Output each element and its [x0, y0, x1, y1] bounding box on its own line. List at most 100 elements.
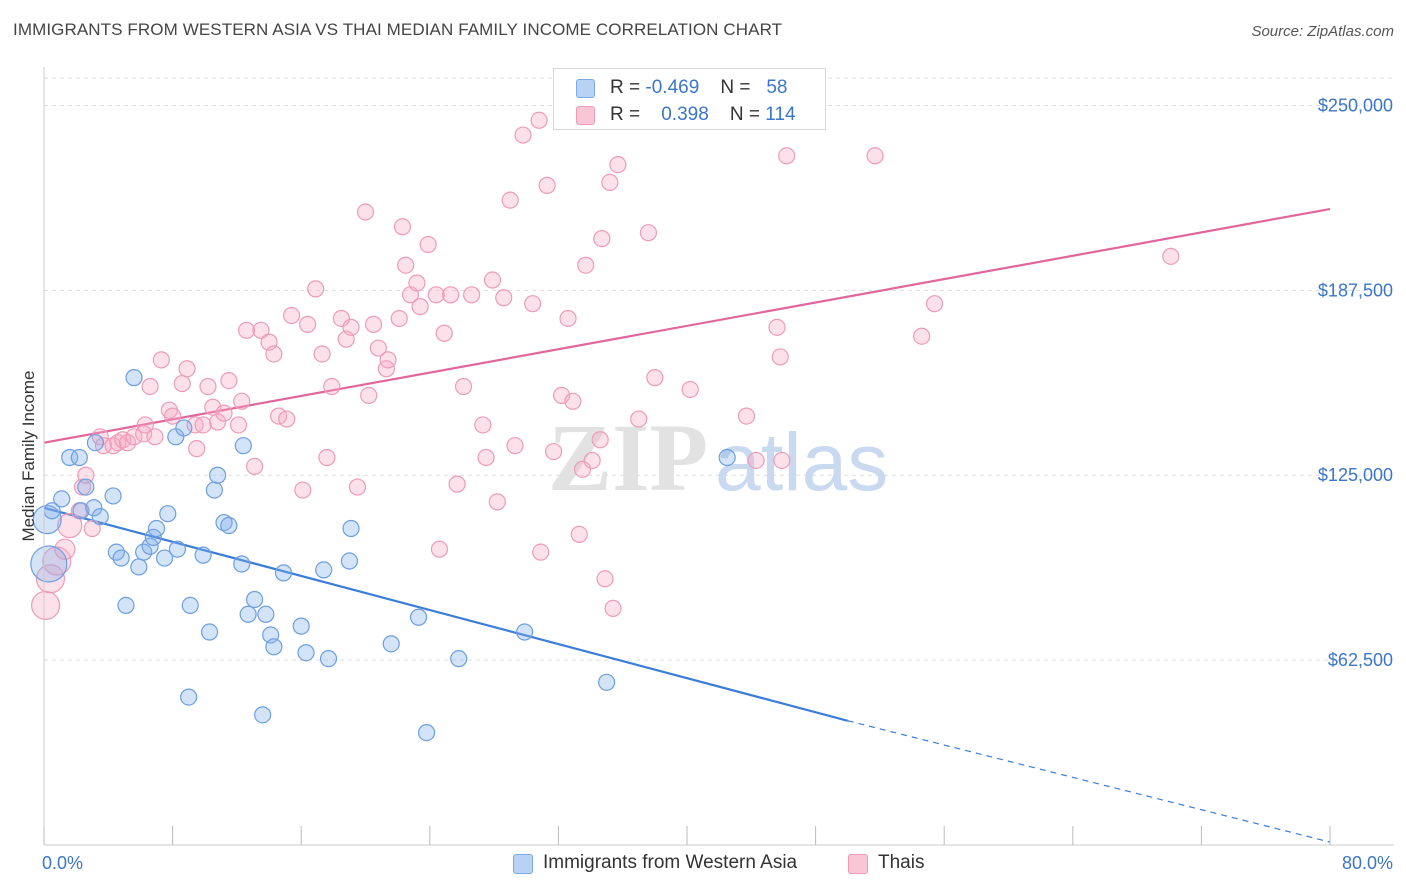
- point-thais: [435, 324, 453, 342]
- point-thais: [596, 570, 614, 588]
- legend-n-value: 58: [766, 77, 788, 98]
- point-thais: [737, 407, 756, 425]
- point-western-asia: [104, 487, 122, 505]
- point-thais: [570, 525, 588, 544]
- point-thais: [215, 404, 233, 422]
- point-western-asia: [159, 505, 177, 523]
- point-thais: [360, 386, 378, 404]
- legend-r-value: 0.398: [661, 104, 709, 125]
- y-axis-label: Median Family Income: [19, 370, 38, 541]
- point-thais: [559, 309, 577, 328]
- point-thais: [925, 295, 944, 313]
- point-thais: [630, 410, 648, 428]
- point-thais: [495, 289, 513, 307]
- point-thais: [83, 519, 101, 538]
- point-thais: [278, 410, 296, 428]
- y-tick-label: $187,500: [1318, 280, 1393, 300]
- point-thais: [462, 286, 481, 304]
- point-thais: [152, 351, 170, 369]
- point-western-asia: [135, 543, 153, 561]
- point-western-asia: [718, 448, 736, 467]
- point-thais: [348, 478, 367, 496]
- trendline-western-asia: [43, 506, 849, 722]
- point-western-asia: [205, 481, 223, 499]
- point-thais: [591, 431, 609, 449]
- point-thais: [233, 392, 251, 410]
- point-thais: [299, 315, 317, 333]
- point-thais: [639, 224, 658, 242]
- point-thais: [109, 434, 127, 452]
- point-thais: [125, 428, 143, 446]
- legend-swatch-pink: [576, 106, 595, 125]
- legend-r-label: R =: [610, 104, 641, 125]
- legend-r-label: R =: [610, 77, 641, 98]
- bottom-legend-swatch-blue: [513, 854, 533, 874]
- point-thais: [294, 481, 312, 499]
- point-thais: [390, 309, 408, 328]
- point-thais: [307, 280, 325, 298]
- point-thais: [771, 348, 789, 366]
- point-thais: [477, 448, 495, 467]
- point-thais: [538, 176, 556, 194]
- point-western-asia: [450, 650, 468, 668]
- point-western-asia: [254, 706, 272, 724]
- chart-title: IMMIGRANTS FROM WESTERN ASIA VS THAI MED…: [13, 20, 783, 39]
- point-western-asia: [382, 635, 400, 653]
- y-tick-label: $125,000: [1318, 465, 1393, 485]
- point-western-asia: [220, 516, 238, 535]
- point-thais: [313, 345, 331, 363]
- source-label: Source: ZipAtlas.com: [1251, 23, 1394, 40]
- point-western-asia: [141, 537, 159, 555]
- point-western-asia: [117, 596, 135, 615]
- legend-n-value: 114: [765, 104, 796, 125]
- point-thais: [364, 315, 383, 333]
- point-thais: [609, 156, 627, 174]
- point-thais: [532, 543, 550, 561]
- point-western-asia: [194, 546, 212, 564]
- point-western-asia: [112, 549, 130, 567]
- point-thais: [768, 318, 786, 336]
- stats-legend: R = -0.469 N = 58 R = 0.398 N = 114: [553, 68, 826, 130]
- point-thais: [104, 437, 122, 455]
- point-thais: [369, 339, 387, 357]
- point-thais: [514, 126, 532, 144]
- point-western-asia: [168, 540, 187, 558]
- trendline-western-asia-extrapolated: [847, 720, 1331, 843]
- point-thais: [199, 377, 217, 396]
- point-western-asia: [340, 552, 359, 570]
- point-thais: [35, 564, 66, 594]
- point-thais: [866, 147, 884, 165]
- point-thais: [442, 286, 460, 304]
- trendline-thais: [43, 207, 1331, 444]
- point-western-asia: [274, 564, 293, 582]
- point-thais: [544, 442, 563, 461]
- point-thais: [577, 256, 595, 274]
- point-thais: [188, 440, 206, 458]
- point-thais: [173, 374, 191, 393]
- point-western-asia: [292, 617, 310, 635]
- point-thais: [913, 327, 931, 345]
- point-thais: [229, 416, 248, 434]
- point-western-asia: [30, 545, 68, 583]
- point-thais: [474, 416, 492, 434]
- point-thais: [604, 599, 622, 617]
- point-thais: [318, 448, 336, 467]
- point-thais: [430, 540, 449, 558]
- point-western-asia: [265, 638, 283, 656]
- point-thais: [397, 256, 415, 274]
- point-western-asia: [342, 519, 360, 538]
- point-western-asia: [53, 490, 71, 508]
- point-thais: [778, 147, 796, 165]
- point-western-asia: [315, 561, 333, 579]
- point-thais: [245, 457, 264, 475]
- point-thais: [408, 274, 426, 292]
- point-thais: [379, 351, 397, 369]
- point-western-asia: [239, 605, 257, 623]
- point-western-asia: [130, 558, 148, 576]
- point-western-asia: [245, 590, 264, 609]
- point-thais: [646, 369, 664, 387]
- point-western-asia: [319, 650, 338, 668]
- legend-n-label: N =: [729, 104, 761, 125]
- axis-layer: $62,500 $125,000 $187,500 $250,000: [43, 67, 1394, 846]
